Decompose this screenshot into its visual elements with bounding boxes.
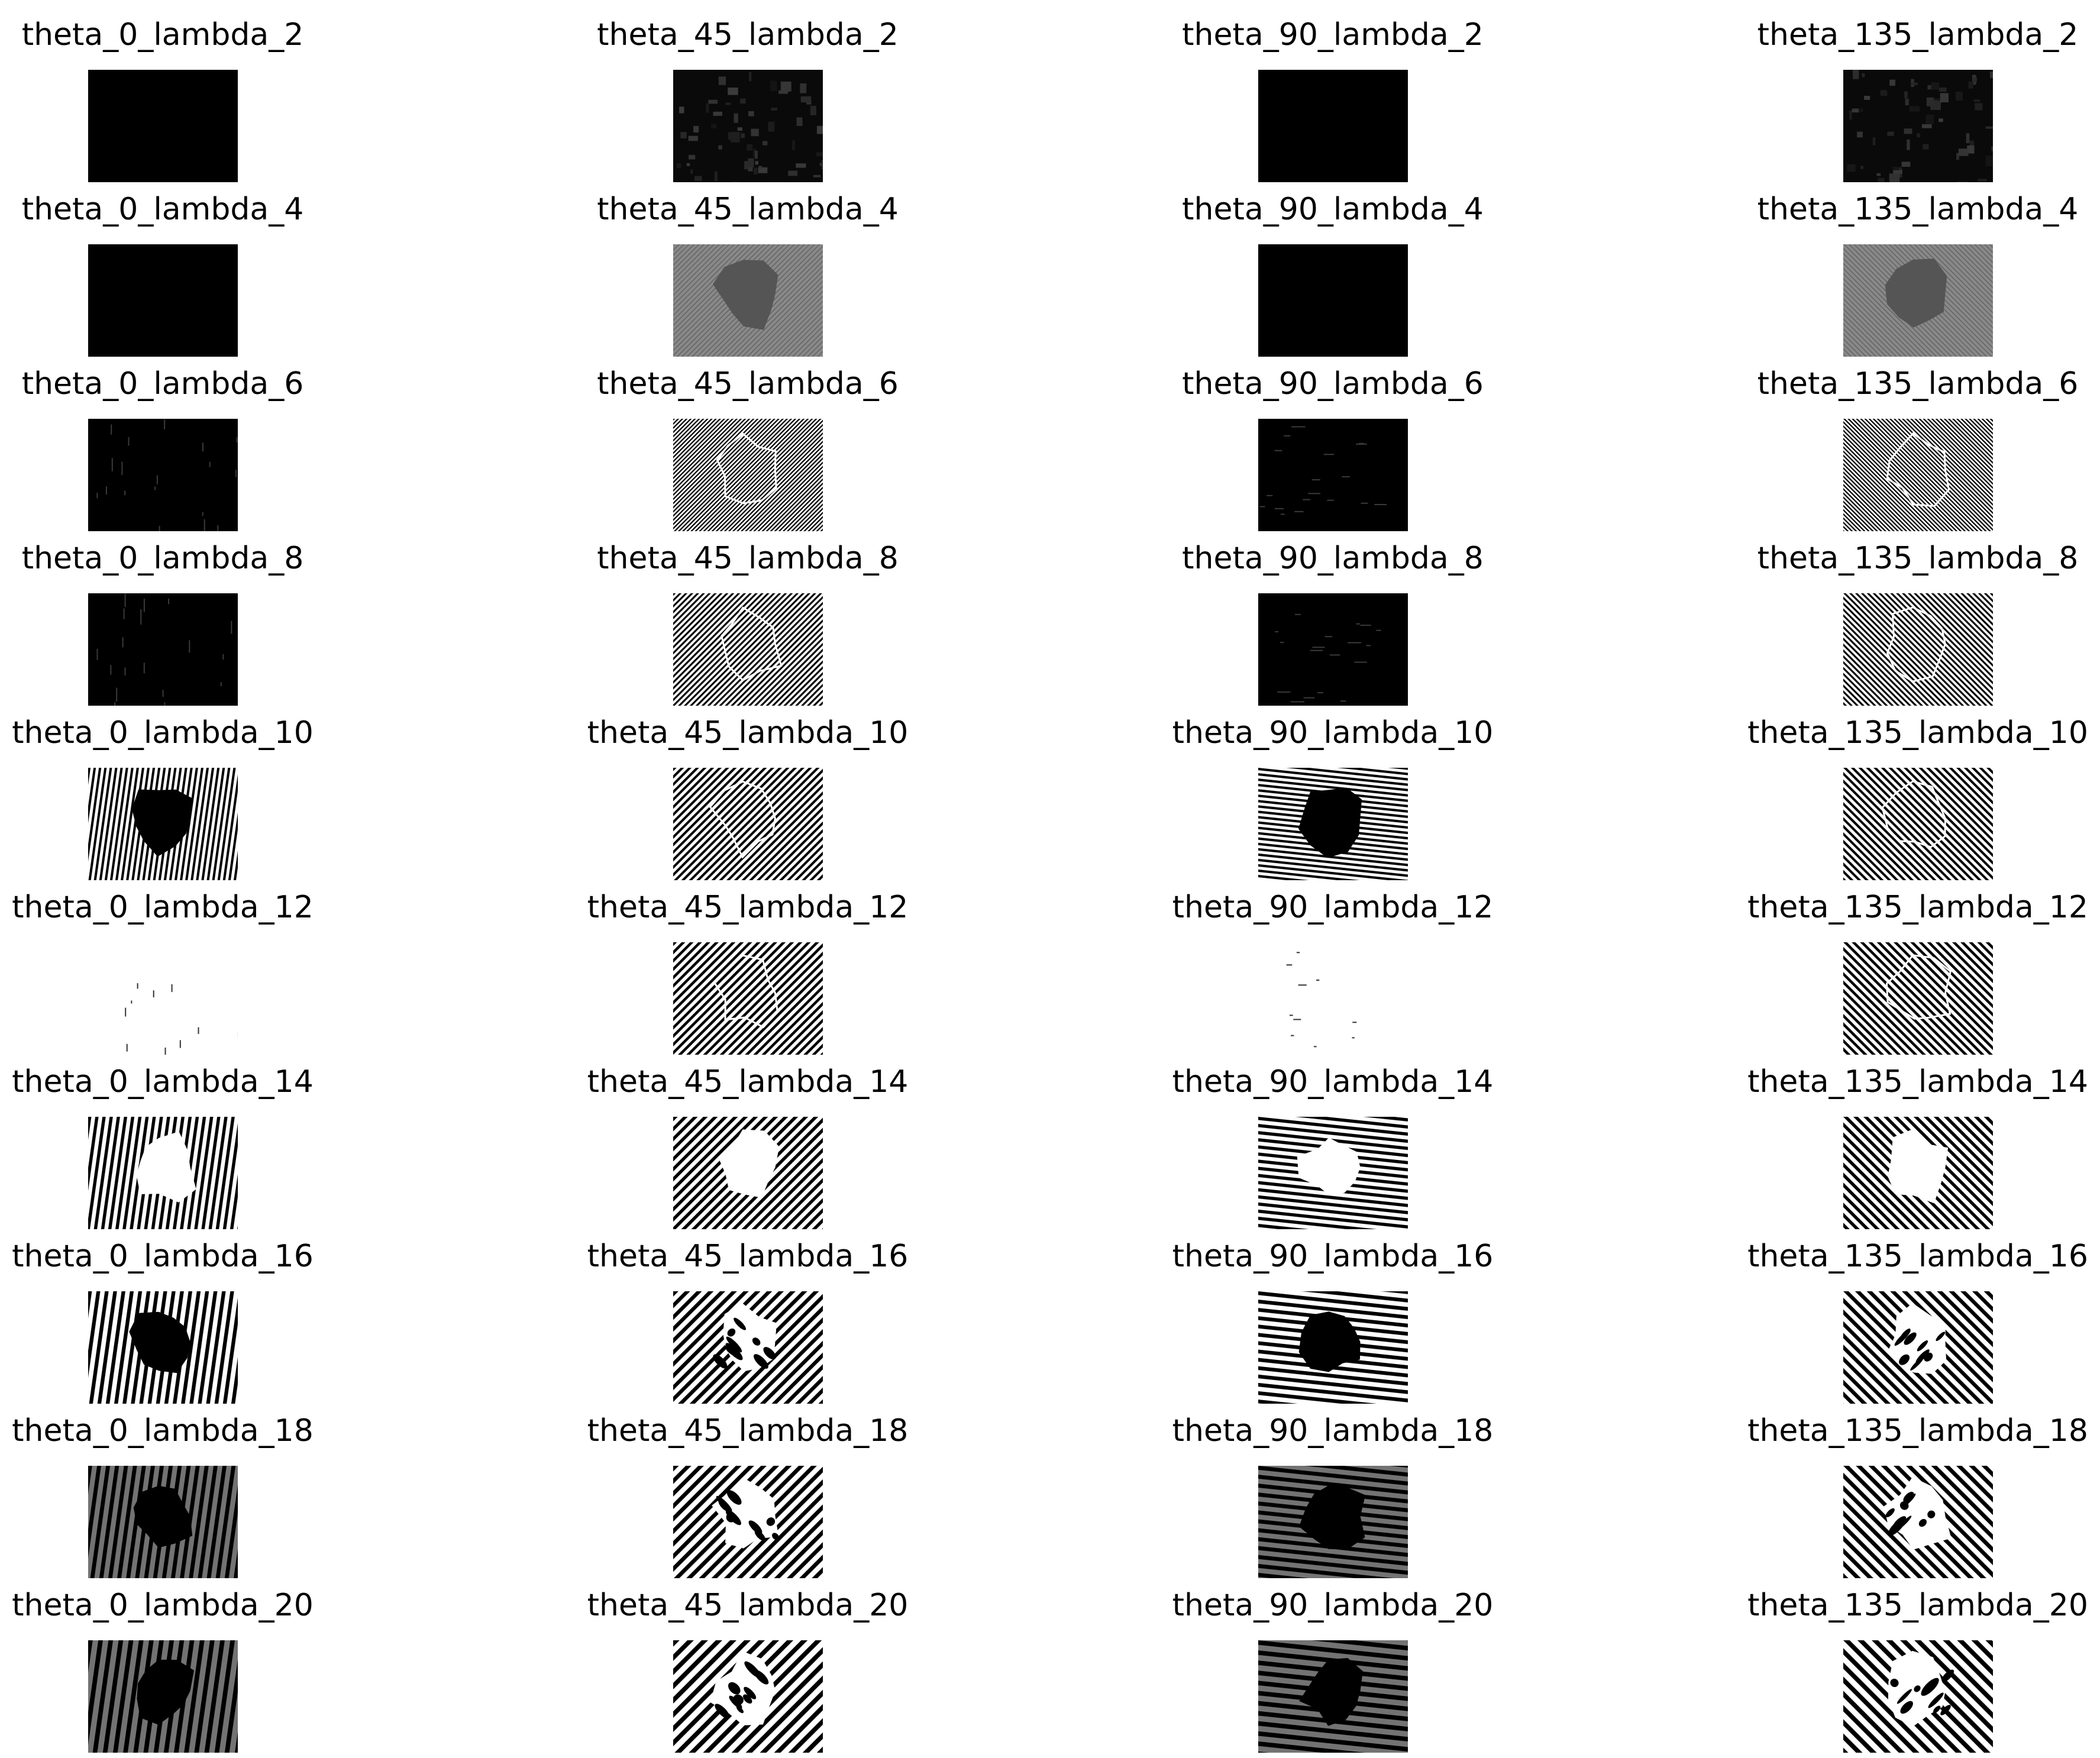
- filter-response-image: [1258, 593, 1408, 706]
- panel-title: theta_0_lambda_6: [21, 366, 304, 402]
- filter-response-image: [673, 1640, 823, 1753]
- panel-title: theta_135_lambda_4: [1757, 192, 2079, 227]
- panel-title: theta_135_lambda_14: [1747, 1064, 2088, 1100]
- panel-title: theta_45_lambda_16: [587, 1239, 909, 1274]
- filter-response-image: [88, 1117, 238, 1229]
- filter-response-image: [88, 1640, 238, 1753]
- panel-title: theta_90_lambda_20: [1172, 1588, 1494, 1623]
- filter-response-image: [1258, 942, 1408, 1055]
- panel-title: theta_0_lambda_2: [21, 17, 304, 53]
- panel-title: theta_45_lambda_6: [597, 366, 899, 402]
- filter-response-image: [673, 1466, 823, 1578]
- panel-title: theta_0_lambda_4: [21, 192, 304, 227]
- filter-response-image: [673, 1291, 823, 1404]
- filter-response-image: [88, 1466, 238, 1578]
- filter-response-image: [1843, 768, 1993, 880]
- filter-response-image: [1843, 593, 1993, 706]
- panel-title: theta_135_lambda_12: [1747, 890, 2088, 925]
- filter-response-image: [88, 593, 238, 714]
- panel-title: theta_90_lambda_12: [1172, 890, 1494, 925]
- filter-response-image: [1258, 768, 1408, 880]
- filter-response-image: [1258, 1466, 1408, 1578]
- panel-title: theta_135_lambda_2: [1757, 17, 2079, 53]
- panel-title: theta_135_lambda_16: [1747, 1239, 2088, 1274]
- panel-title: theta_90_lambda_16: [1172, 1239, 1494, 1274]
- filter-response-image: [1843, 419, 1993, 531]
- filter-response-image: [1843, 1291, 1993, 1404]
- panel-title: theta_45_lambda_20: [587, 1588, 909, 1623]
- panel-title: theta_90_lambda_4: [1182, 192, 1484, 227]
- panel-title: theta_0_lambda_20: [12, 1588, 314, 1623]
- filter-response-image: [1843, 244, 1993, 357]
- panel-title: theta_45_lambda_8: [597, 541, 899, 576]
- panel-title: theta_45_lambda_10: [587, 715, 909, 751]
- panel-title: theta_0_lambda_8: [21, 541, 304, 576]
- panel-title: theta_0_lambda_12: [12, 890, 314, 925]
- filter-response-image: [673, 768, 823, 880]
- filter-response-image: [1258, 1640, 1408, 1753]
- filter-response-image: [673, 419, 823, 531]
- panel-title: theta_90_lambda_10: [1172, 715, 1494, 751]
- filter-response-image: [1843, 1640, 1993, 1753]
- filter-response-image: [1843, 942, 1993, 1055]
- panel-title: theta_45_lambda_12: [587, 890, 909, 925]
- filter-response-image: [1258, 419, 1408, 531]
- panel-title: theta_135_lambda_18: [1747, 1413, 2088, 1449]
- filter-response-image: [88, 244, 238, 357]
- panel-title: theta_45_lambda_18: [587, 1413, 909, 1449]
- filter-response-image: [88, 419, 238, 539]
- panel-title: theta_90_lambda_2: [1182, 17, 1484, 53]
- filter-response-image: [88, 768, 238, 880]
- panel-title: theta_45_lambda_4: [597, 192, 899, 227]
- panel-title: theta_90_lambda_18: [1172, 1413, 1494, 1449]
- filter-response-image: [1843, 70, 2003, 190]
- panel-title: theta_45_lambda_2: [597, 17, 899, 53]
- panel-title: theta_135_lambda_6: [1757, 366, 2079, 402]
- filter-response-image: [88, 70, 238, 182]
- panel-title: theta_0_lambda_16: [12, 1239, 314, 1274]
- panel-title: theta_135_lambda_10: [1747, 715, 2088, 751]
- panel-title: theta_90_lambda_8: [1182, 541, 1484, 576]
- filter-response-image: [1258, 70, 1408, 182]
- panel-title: theta_0_lambda_14: [12, 1064, 314, 1100]
- filter-response-image: [673, 244, 823, 357]
- panel-title: theta_90_lambda_6: [1182, 366, 1484, 402]
- panel-title: theta_0_lambda_18: [12, 1413, 314, 1449]
- filter-response-image: [1258, 1291, 1408, 1404]
- filter-response-image: [88, 1291, 238, 1404]
- filter-response-image: [673, 593, 823, 706]
- filter-response-image: [88, 942, 239, 1055]
- panel-title: theta_135_lambda_8: [1757, 541, 2079, 576]
- panel-title: theta_0_lambda_10: [12, 715, 314, 751]
- filter-response-image: [1258, 1117, 1408, 1229]
- panel-title: theta_135_lambda_20: [1747, 1588, 2088, 1623]
- filter-response-image: [1843, 1117, 1993, 1229]
- panel-title: theta_45_lambda_14: [587, 1064, 909, 1100]
- filter-response-image: [673, 1117, 823, 1229]
- filter-response-image: [1258, 244, 1408, 357]
- panel-title: theta_90_lambda_14: [1172, 1064, 1494, 1100]
- filter-response-image: [673, 70, 831, 189]
- filter-response-image: [673, 942, 823, 1055]
- filter-response-image: [1843, 1466, 1993, 1578]
